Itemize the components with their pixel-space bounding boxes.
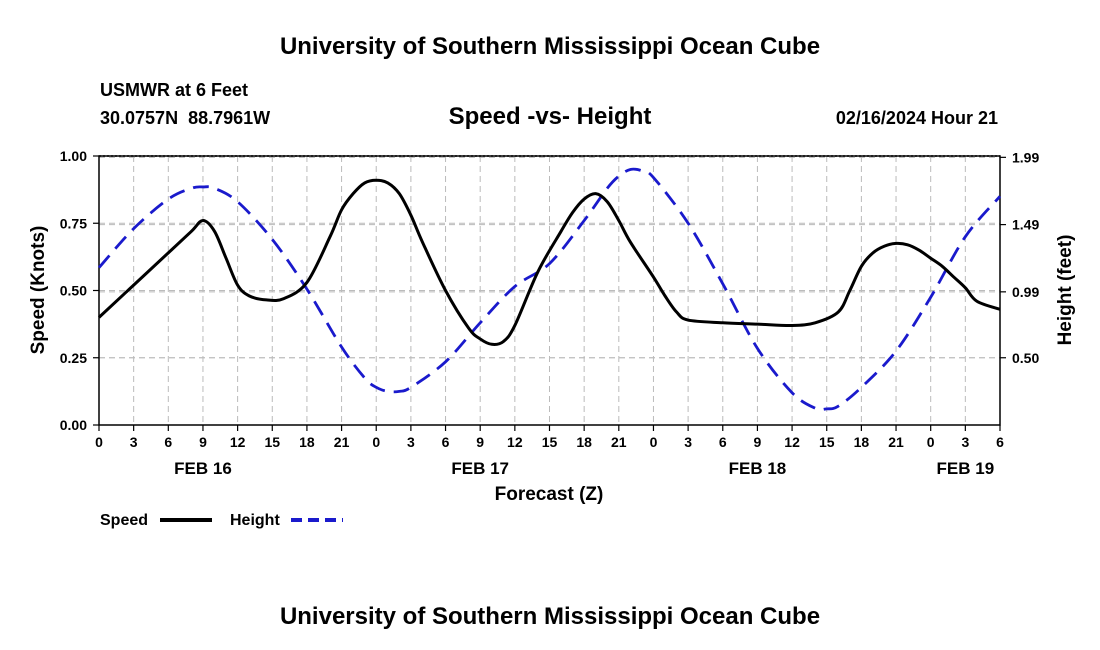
- x-tick-label-25: 3: [961, 434, 969, 450]
- y-right-tick-label-1: 0.99: [1012, 284, 1039, 300]
- x-axis-ticks: 0 3 6 9 12 15 18 21 0 3 6 9 12 15 18 21 0 3 6 9 12 15 18 21 0 3 6: [95, 425, 1004, 450]
- location-label: 30.0757N 88.7961W: [100, 108, 270, 128]
- station-label: USMWR at 6 Feet: [100, 80, 248, 100]
- date-labels: FEB 16 FEB 17 FEB 18 FEB 19: [174, 459, 994, 478]
- series-layer: [97, 167, 1002, 412]
- timestamp-label: 02/16/2024 Hour 21: [836, 108, 998, 128]
- legend-height-label: Height: [230, 512, 280, 529]
- x-tick-label-12: 12: [507, 434, 523, 450]
- x-tick-label-19: 9: [754, 434, 762, 450]
- x-tick-label-24: 0: [927, 434, 935, 450]
- series-line-height: [97, 167, 1002, 412]
- x-tick-label-13: 15: [542, 434, 558, 450]
- x-tick-label-22: 18: [854, 434, 870, 450]
- grid-lines: [99, 156, 1000, 425]
- x-tick-label-2: 6: [164, 434, 172, 450]
- x-tick-label-16: 0: [650, 434, 658, 450]
- date-label-1: FEB 17: [451, 459, 509, 478]
- right-y-axis-ticks: 0.50 0.99 1.49 1.99: [1000, 149, 1039, 366]
- x-tick-label-17: 3: [684, 434, 692, 450]
- x-tick-label-15: 21: [611, 434, 627, 450]
- x-tick-label-4: 12: [230, 434, 246, 450]
- date-label-2: FEB 18: [729, 459, 787, 478]
- series-line-speed: [97, 178, 1001, 347]
- legend: Speed Height: [100, 512, 343, 529]
- y-left-tick-label-3: 0.75: [60, 215, 87, 231]
- y-left-tick-label-4: 1.00: [60, 148, 87, 164]
- y-left-tick-label-2: 0.50: [60, 283, 87, 299]
- x-tick-label-1: 3: [130, 434, 138, 450]
- y-left-tick-label-1: 0.25: [60, 350, 87, 366]
- x-axis-title: Forecast (Z): [495, 484, 604, 505]
- date-label-0: FEB 16: [174, 459, 232, 478]
- y-right-tick-label-0: 0.50: [1012, 350, 1039, 366]
- left-y-axis-title: Speed (Knots): [28, 226, 49, 355]
- x-tick-label-14: 18: [576, 434, 592, 450]
- y-left-tick-label-0: 0.00: [60, 417, 87, 433]
- x-tick-label-8: 0: [372, 434, 380, 450]
- chart-title: University of Southern Mississippi Ocean…: [280, 33, 820, 60]
- x-tick-label-3: 9: [199, 434, 207, 450]
- x-tick-label-20: 12: [784, 434, 800, 450]
- left-y-axis-ticks: 0.00 0.25 0.50 0.75 1.00: [60, 148, 99, 433]
- x-tick-label-6: 18: [299, 434, 315, 450]
- x-tick-label-11: 9: [476, 434, 484, 450]
- y-right-tick-label-2: 1.49: [1012, 217, 1039, 233]
- legend-speed-label: Speed: [100, 512, 148, 529]
- x-tick-label-26: 6: [996, 434, 1004, 450]
- x-tick-label-23: 21: [888, 434, 904, 450]
- footer-title: University of Southern Mississippi Ocean…: [280, 603, 820, 630]
- x-tick-label-9: 3: [407, 434, 415, 450]
- x-tick-label-21: 15: [819, 434, 835, 450]
- x-tick-label-7: 21: [334, 434, 350, 450]
- x-tick-label-18: 6: [719, 434, 727, 450]
- y-right-tick-label-3: 1.99: [1012, 149, 1039, 165]
- chart-subtitle: Speed -vs- Height: [449, 103, 652, 130]
- right-y-axis-title: Height (feet): [1055, 235, 1076, 346]
- date-label-3: FEB 19: [937, 459, 995, 478]
- x-tick-label-5: 15: [264, 434, 280, 450]
- x-tick-label-10: 6: [442, 434, 450, 450]
- x-tick-label-0: 0: [95, 434, 103, 450]
